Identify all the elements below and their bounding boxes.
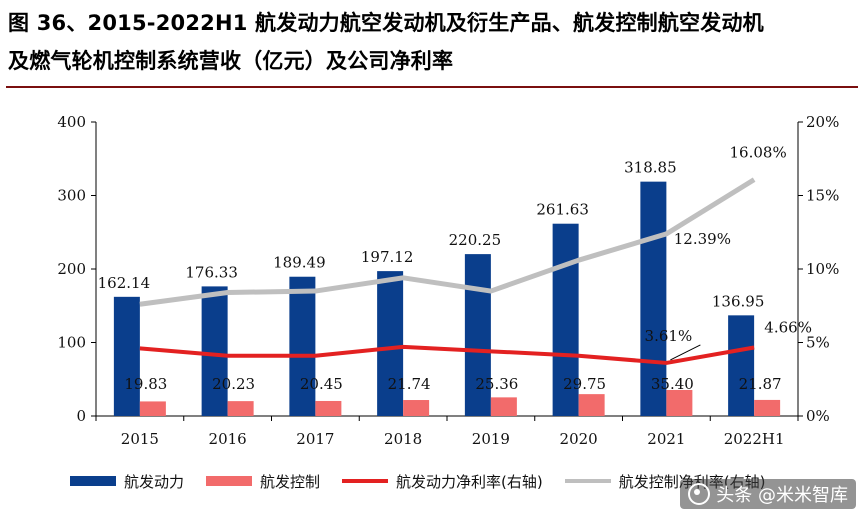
bar-series1-label: 176.33 xyxy=(185,263,238,281)
bar-series2-label: 25.36 xyxy=(475,375,518,393)
bar-series1-label: 162.14 xyxy=(98,274,151,292)
y-right-tick-label: 5% xyxy=(806,334,830,352)
bar-series1-label: 136.95 xyxy=(712,292,765,310)
y-left-tick-label: 300 xyxy=(57,187,86,205)
x-tick-label: 2016 xyxy=(209,430,247,448)
bar-series2-label: 20.45 xyxy=(300,375,343,393)
y-right-tick-label: 0% xyxy=(806,407,830,425)
line-data-label: 12.39% xyxy=(674,230,731,248)
bar-series2 xyxy=(490,397,517,416)
legend-swatch-line2 xyxy=(564,479,611,483)
y-right-tick-label: 10% xyxy=(806,260,839,278)
x-tick-label: 2015 xyxy=(121,430,159,448)
bar-series2 xyxy=(666,389,693,416)
legend-item-line1: 航发动力净利率(右轴) xyxy=(342,471,543,492)
y-left-tick-label: 200 xyxy=(57,260,86,278)
bar-series2 xyxy=(227,401,254,416)
bar-series1-label: 261.63 xyxy=(536,201,589,219)
bar-series1 xyxy=(113,296,140,416)
bar-series1-label: 197.12 xyxy=(361,248,414,266)
line-data-label: 4.66% xyxy=(764,318,812,336)
line-series-kongzhi-margin xyxy=(139,177,756,307)
bar-series1 xyxy=(377,271,404,416)
y-right-tick-label: 20% xyxy=(806,113,839,131)
bar-series1-label: 220.25 xyxy=(449,231,502,249)
legend-swatch-bar2 xyxy=(206,476,253,486)
legend-label-line1: 航发动力净利率(右轴) xyxy=(396,472,543,491)
legend-swatch-bar1 xyxy=(70,476,116,486)
label-leader-line xyxy=(670,344,701,361)
x-tick-label: 2018 xyxy=(384,430,422,448)
bar-series1 xyxy=(201,286,228,416)
bar-series2-label: 21.87 xyxy=(739,375,782,393)
legend-label-bar1: 航发动力 xyxy=(124,472,185,491)
y-left-tick-label: 0 xyxy=(76,407,86,425)
bar-series2 xyxy=(754,399,781,416)
bar-series2 xyxy=(578,394,605,416)
bar-series1 xyxy=(289,276,316,416)
watermark: 头条 @米米智库 xyxy=(680,479,856,509)
bar-series1-label: 318.85 xyxy=(624,159,677,177)
y-left-tick-label: 400 xyxy=(57,113,86,131)
bar-series1 xyxy=(552,223,579,416)
chart-title-line1: 图 36、2015-2022H1 航发动力航空发动机及衍生产品、航发控制航空发动… xyxy=(8,11,764,35)
legend-item-bar1: 航发动力 xyxy=(70,471,184,492)
x-tick-label: 2020 xyxy=(560,430,598,448)
y-right-tick-label: 15% xyxy=(806,187,839,205)
bar-series2-label: 35.40 xyxy=(651,375,694,393)
watermark-logo-icon xyxy=(688,483,711,505)
legend-label-bar2: 航发控制 xyxy=(260,472,321,491)
bar-series2 xyxy=(403,400,430,416)
line-data-label: 16.08% xyxy=(730,144,787,162)
x-tick-label: 2017 xyxy=(296,430,334,448)
legend-item-bar2: 航发控制 xyxy=(206,471,320,492)
bar-series1 xyxy=(464,254,491,416)
legend: 航发动力 航发控制 航发动力净利率(右轴) 航发控制净利率(右轴) xyxy=(70,466,787,496)
legend-swatch-line1 xyxy=(342,479,389,483)
x-tick-label: 2021 xyxy=(647,430,685,448)
title-divider xyxy=(6,86,858,88)
line-data-label: 3.61% xyxy=(645,327,693,345)
x-tick-label: 2019 xyxy=(472,430,510,448)
bar-series2-label: 19.83 xyxy=(124,375,167,393)
chart-title-line2: 及燃气轮机控制系统营收（亿元）及公司净利率 xyxy=(8,49,454,73)
bar-series2 xyxy=(139,401,166,416)
chart-title: 图 36、2015-2022H1 航发动力航空发动机及衍生产品、航发控制航空发动… xyxy=(8,4,858,80)
watermark-text: 头条 @米米智库 xyxy=(716,485,848,506)
bar-series1 xyxy=(640,181,667,416)
line-series-dongli-margin xyxy=(139,344,755,365)
bar-series2-label: 29.75 xyxy=(563,375,606,393)
bar-series2-label: 21.74 xyxy=(388,375,431,393)
x-tick-label: 2022H1 xyxy=(724,430,785,448)
bar-series1 xyxy=(728,315,755,416)
y-left-tick-label: 100 xyxy=(57,334,86,352)
bar-series1-label: 189.49 xyxy=(273,254,326,272)
bar-series2-label: 20.23 xyxy=(212,375,255,393)
bar-series2 xyxy=(315,400,342,416)
